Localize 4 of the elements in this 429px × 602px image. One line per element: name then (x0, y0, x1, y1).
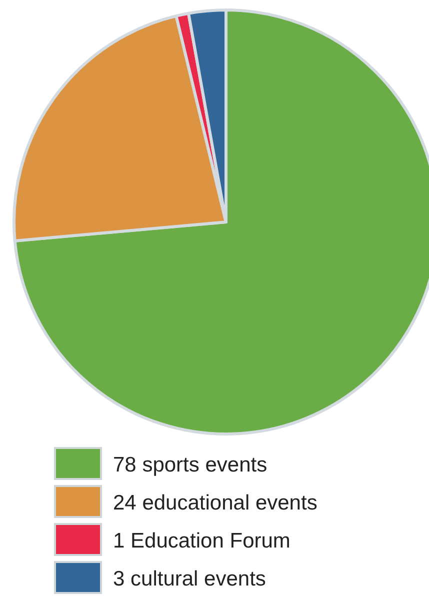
legend-label: 24 educational events (113, 491, 318, 514)
legend-label: 78 sports events (113, 453, 268, 476)
legend-label: 3 cultural events (113, 567, 266, 590)
legend-label: 1 Education Forum (113, 529, 290, 552)
